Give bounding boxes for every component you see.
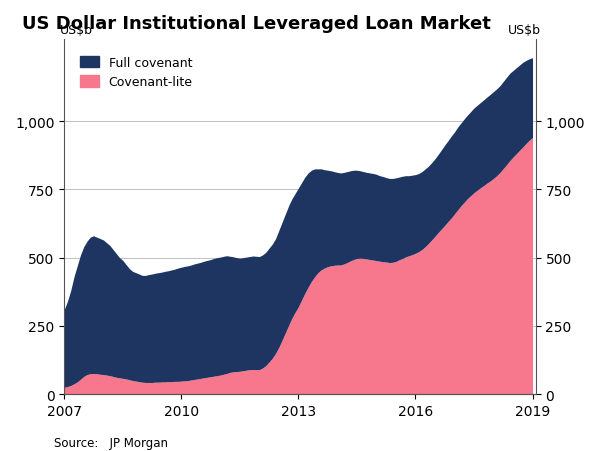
Text: US$b: US$b (508, 23, 541, 37)
Text: Source:   JP Morgan: Source: JP Morgan (54, 436, 168, 449)
Text: US$b: US$b (59, 23, 92, 37)
Text: US Dollar Institutional Leveraged Loan Market: US Dollar Institutional Leveraged Loan M… (22, 15, 491, 33)
Legend: Full covenant, Covenant-lite: Full covenant, Covenant-lite (80, 57, 193, 89)
